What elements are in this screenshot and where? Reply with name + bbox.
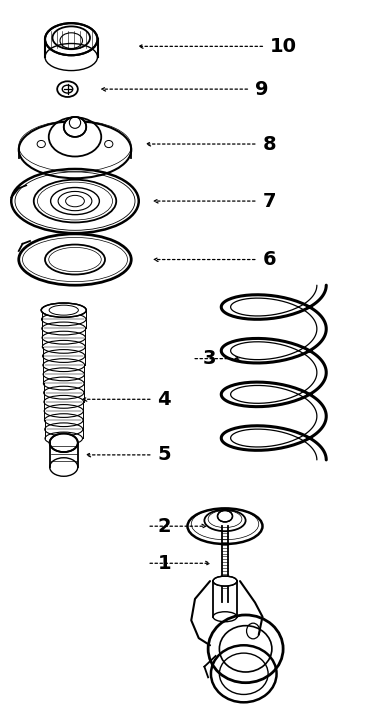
Text: 10: 10 [270, 37, 297, 56]
Text: 1: 1 [158, 554, 171, 573]
Text: 4: 4 [158, 390, 171, 409]
Text: 7: 7 [262, 192, 276, 210]
Text: 5: 5 [158, 446, 171, 464]
Text: 2: 2 [158, 517, 171, 535]
Ellipse shape [41, 303, 86, 317]
Ellipse shape [50, 434, 78, 452]
Text: 9: 9 [255, 80, 268, 98]
Ellipse shape [64, 117, 86, 137]
Ellipse shape [45, 23, 98, 55]
Text: 8: 8 [262, 135, 276, 153]
Ellipse shape [217, 511, 232, 522]
Text: 6: 6 [262, 250, 276, 269]
Ellipse shape [213, 576, 237, 586]
Text: 3: 3 [202, 349, 216, 368]
